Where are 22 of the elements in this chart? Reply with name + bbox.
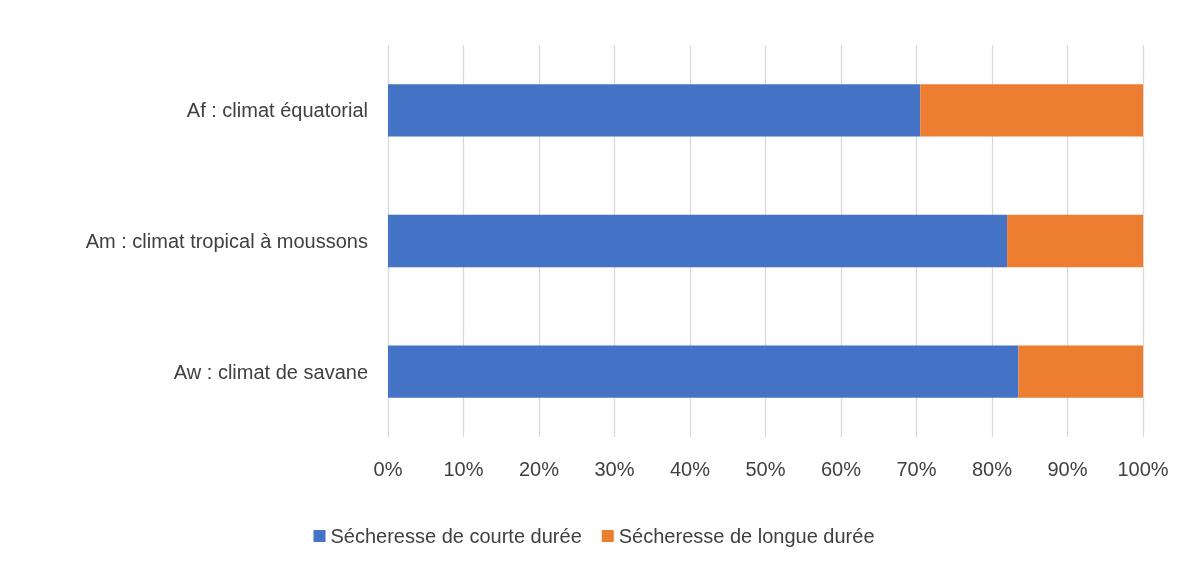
- bar: [388, 84, 921, 137]
- bar: [388, 214, 1008, 268]
- x-tick-label: 90%: [1047, 458, 1088, 480]
- x-tick-label: 80%: [971, 458, 1013, 480]
- bar: [388, 345, 1019, 398]
- x-tick-label: 70%: [896, 458, 937, 480]
- x-tick-label: 60%: [820, 458, 862, 480]
- legend-label: Sécheresse de longue durée: [618, 525, 875, 547]
- x-tick-label: 50%: [745, 458, 786, 480]
- y-tick-label: Af : climat équatorial: [186, 99, 368, 122]
- x-tick-label: 100%: [1117, 458, 1169, 480]
- x-tick-label: 10%: [443, 458, 484, 480]
- legend-label: Sécheresse de courte durée: [330, 525, 582, 547]
- x-tick-label: 20%: [518, 458, 560, 480]
- bar: [1007, 214, 1143, 268]
- x-tick-label: 30%: [594, 458, 635, 480]
- x-tick-label: 40%: [669, 458, 711, 480]
- bar: [1018, 345, 1143, 398]
- x-tick-label: 0%: [373, 458, 403, 480]
- y-tick-label: Am : climat tropical à moussons: [85, 230, 368, 252]
- y-tick-label: Aw : climat de savane: [173, 360, 368, 383]
- bar: [920, 84, 1143, 137]
